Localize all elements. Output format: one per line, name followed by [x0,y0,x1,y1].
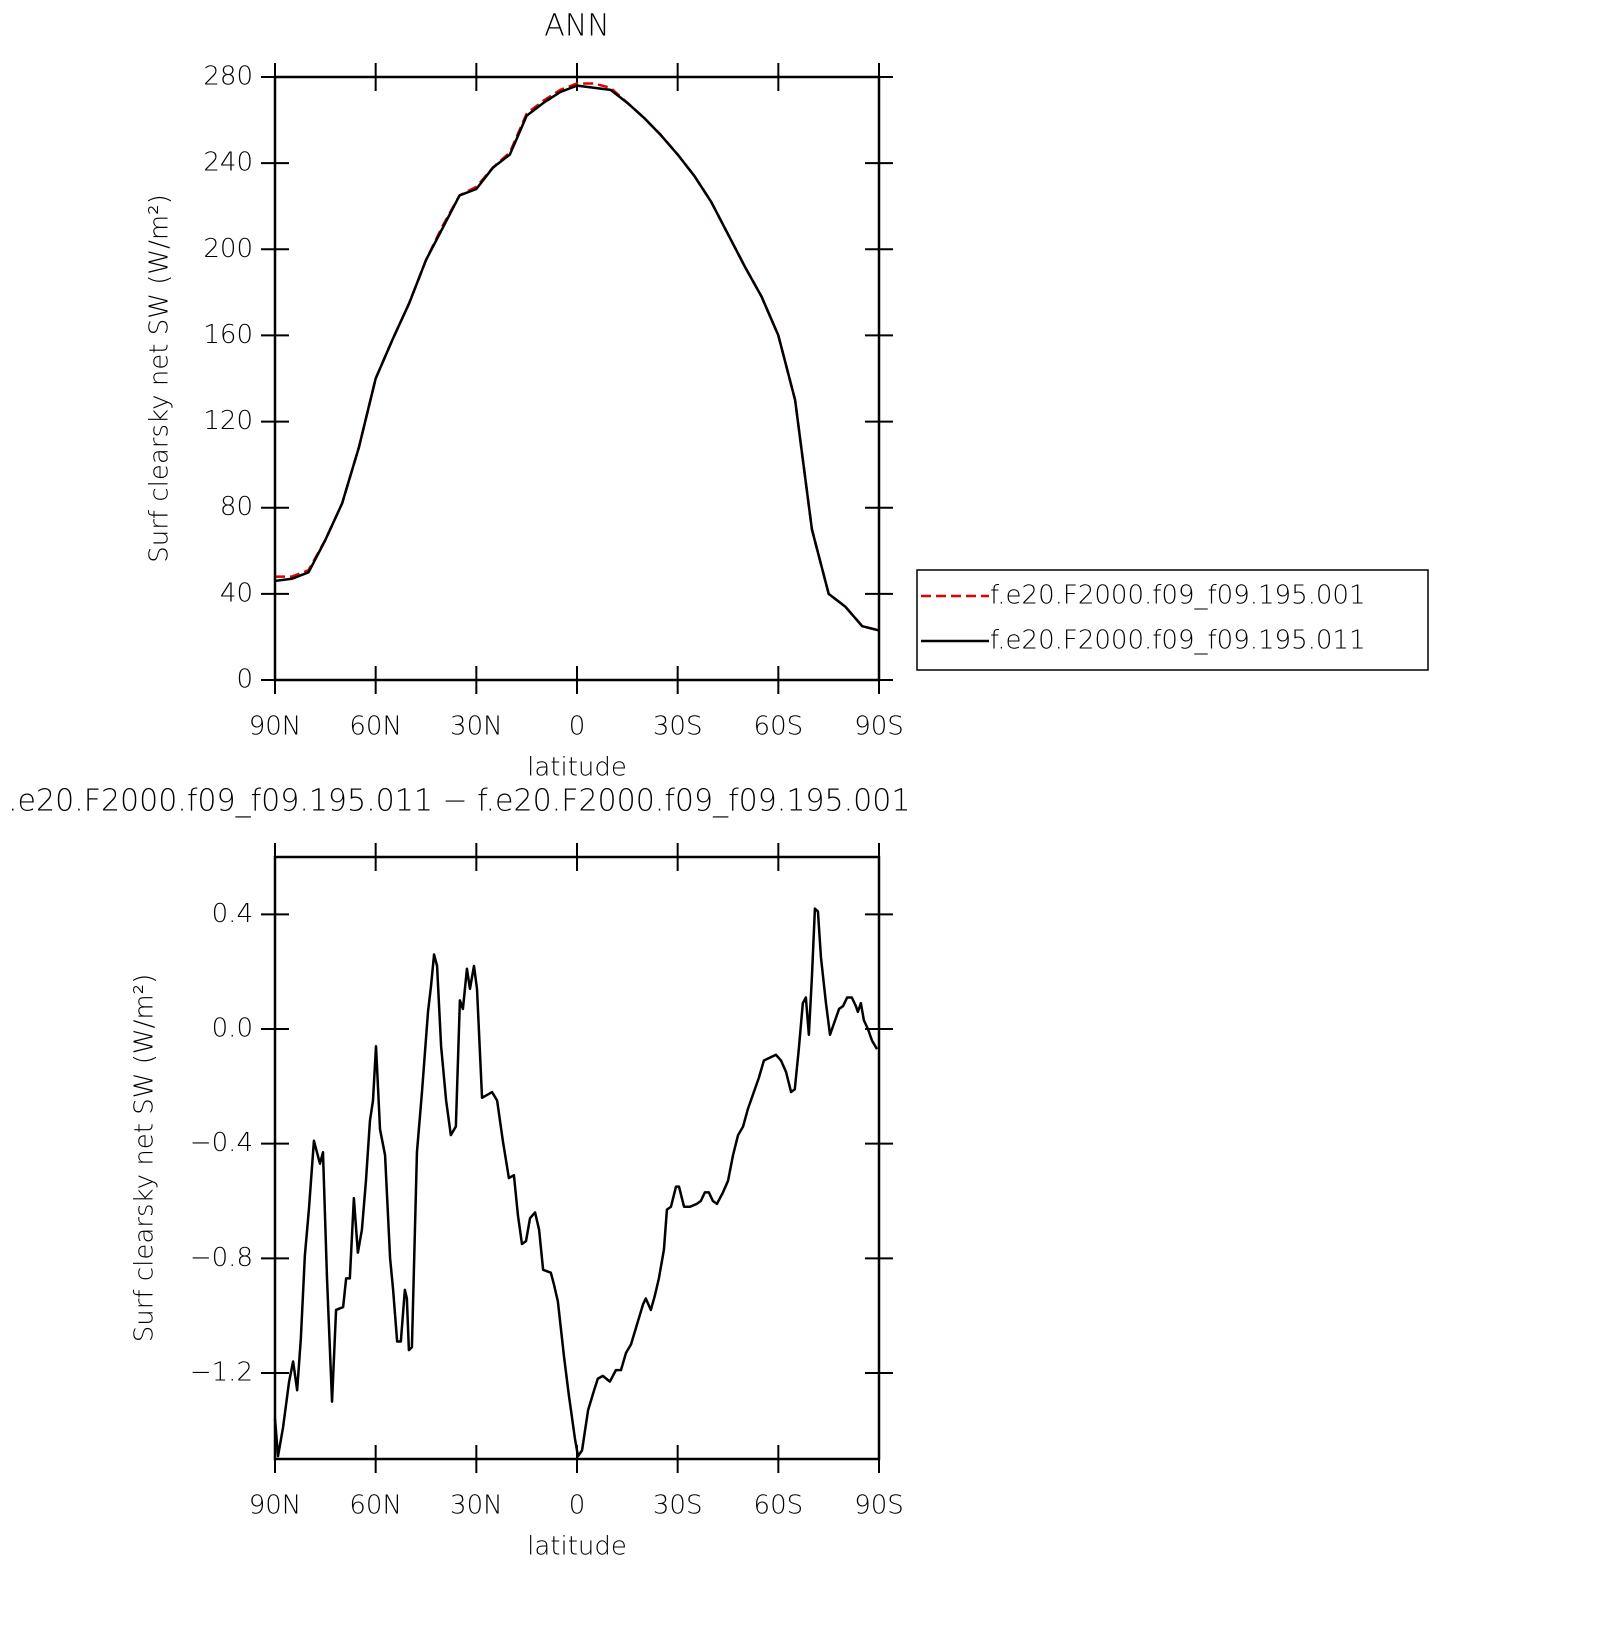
y-tick-label: 280 [203,62,253,92]
x-tick-label: 30N [450,1491,503,1521]
legend-box [916,569,1429,671]
data-line [274,84,880,632]
legend-label: f.e20.F2000.f09_f09.195.001 [990,581,1366,611]
x-axis-label: latitude [527,1532,627,1562]
chart-title: ANN [544,9,609,44]
y-tick-label: 0.4 [212,899,253,929]
y-tick-label: 80 [220,492,253,522]
chart-title: .e20.F2000.f09_f09.195.011 − f.e20.F2000… [8,784,910,819]
x-tick-label: 30S [653,1491,703,1521]
x-tick-label: 60S [754,1491,804,1521]
x-tick-label: 60N [349,712,402,742]
y-axis-label: Surf clearsky net SW (W/m²) [145,194,175,562]
y-tick-label: 240 [203,148,253,178]
x-tick-label: 0 [569,712,586,742]
data-line [273,907,879,1458]
x-tick-label: 60S [754,712,804,742]
x-tick-label: 0 [569,1491,586,1521]
plot-frame [273,75,881,682]
y-tick-label: −0.4 [190,1128,253,1158]
y-tick-label: 120 [203,406,253,436]
x-tick-label: 90N [249,1491,302,1521]
y-tick-label: 0.0 [212,1014,253,1044]
y-axis-label: Surf clearsky net SW (W/m²) [130,974,160,1342]
x-tick-label: 90S [854,712,904,742]
x-tick-label: 30N [450,712,503,742]
x-tick-label: 60N [349,1491,402,1521]
y-tick-label: 0 [236,665,253,695]
x-tick-label: 90S [854,1491,904,1521]
y-tick-label: 200 [203,234,253,264]
data-line [275,82,880,632]
y-tick-label: −0.8 [190,1243,253,1273]
x-tick-label: 30S [653,712,703,742]
x-axis-label: latitude [527,753,627,783]
y-tick-label: −1.2 [190,1358,253,1388]
y-tick-label: 160 [203,320,253,350]
x-tick-label: 90N [249,712,302,742]
y-tick-label: 40 [220,578,253,608]
legend-label: f.e20.F2000.f09_f09.195.011 [990,626,1366,656]
plot-frame [273,855,881,1461]
